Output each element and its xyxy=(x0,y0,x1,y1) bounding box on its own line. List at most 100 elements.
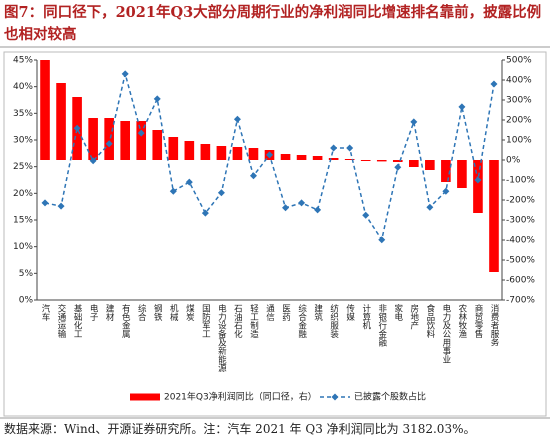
legend-swatch xyxy=(130,393,160,401)
x-tick-label: 商贸零售 xyxy=(473,303,483,339)
marker xyxy=(105,140,113,148)
x-tick-label: 电力及公用事业 xyxy=(441,303,451,363)
x-tick-label: 纺织服装 xyxy=(329,303,339,339)
x-tick-label: 通信 xyxy=(265,303,275,322)
bar xyxy=(40,60,50,160)
x-tick-label: 计算机 xyxy=(361,303,371,330)
marker xyxy=(185,178,193,186)
marker xyxy=(426,203,434,211)
x-tick-label: 建筑 xyxy=(313,303,323,322)
x-tick-label: 非银行金融 xyxy=(377,303,387,347)
marker xyxy=(73,124,81,132)
y-tick-label: 15% xyxy=(13,216,33,226)
marker xyxy=(266,151,273,159)
y2-tick-label: 300% xyxy=(506,96,532,106)
y2-tick-label: 0% xyxy=(506,156,521,166)
marker xyxy=(201,209,209,217)
marker xyxy=(346,144,354,152)
bar xyxy=(56,83,66,160)
marker xyxy=(442,187,450,195)
y2-tick-label: -100% xyxy=(506,176,535,186)
y-tick-label: 40% xyxy=(13,82,33,92)
bar xyxy=(168,137,179,160)
bar xyxy=(392,160,403,162)
x-tick-label: 传媒 xyxy=(345,303,355,322)
bar xyxy=(216,146,227,160)
bar xyxy=(328,158,339,160)
bar xyxy=(280,154,291,160)
marker xyxy=(137,129,145,137)
marker xyxy=(121,70,129,78)
bar xyxy=(473,160,483,213)
marker xyxy=(41,199,49,207)
y2-tick-label: 100% xyxy=(506,136,532,146)
marker xyxy=(282,204,290,212)
y2-tick-label: -200% xyxy=(506,196,535,206)
bar xyxy=(200,144,211,160)
marker xyxy=(298,199,306,207)
y-tick-label: 5% xyxy=(19,269,34,279)
marker xyxy=(217,189,225,197)
marker xyxy=(394,163,402,171)
bar xyxy=(104,118,114,160)
marker xyxy=(410,118,418,126)
x-tick-label: 食品饮料 xyxy=(425,303,435,339)
y-tick-label: 25% xyxy=(13,162,33,172)
bar xyxy=(136,121,147,160)
y-tick-label: 10% xyxy=(13,242,33,252)
y2-tick-label: -400% xyxy=(506,236,535,246)
marker xyxy=(458,103,466,111)
x-tick-label: 轻工制造 xyxy=(248,303,258,339)
bar xyxy=(120,121,130,160)
bar xyxy=(457,160,467,188)
legend-swatch xyxy=(331,393,339,401)
x-tick-label: 石油石化 xyxy=(232,304,242,339)
marker xyxy=(474,176,482,184)
marker xyxy=(249,172,257,180)
y2-tick-label: 500% xyxy=(506,56,532,66)
x-tick-label: 国防军工 xyxy=(200,304,210,338)
y-tick-label: 0% xyxy=(19,296,34,306)
x-tick-label: 家电 xyxy=(393,303,403,321)
x-tick-label: 综合 xyxy=(136,303,146,322)
x-tick-label: 综合金融 xyxy=(297,303,307,339)
marker xyxy=(153,95,161,103)
y2-tick-label: -600% xyxy=(506,276,535,286)
x-tick-label: 电子 xyxy=(88,303,98,321)
marker xyxy=(89,157,97,165)
x-tick-label: 消费者服务 xyxy=(489,303,499,347)
legend-label: 2021年Q3净利润同比（同口径，右） xyxy=(164,391,317,403)
x-tick-label: 交通运输 xyxy=(56,303,66,339)
bar xyxy=(296,155,307,160)
y-tick-label: 20% xyxy=(13,189,33,199)
bar xyxy=(441,160,451,182)
y2-tick-label: 200% xyxy=(506,116,532,126)
y2-tick-label: -300% xyxy=(506,216,535,226)
x-tick-label: 基础化工 xyxy=(72,303,82,338)
x-tick-label: 煤炭 xyxy=(184,303,194,322)
bar xyxy=(344,159,355,160)
x-tick-label: 电力设备及新能源 xyxy=(216,303,226,373)
bar xyxy=(489,160,499,272)
chart-title: 图7：同口径下，2021年Q3大部分周期行业的净利润同比增速排名靠前，披露比例也… xyxy=(4,4,542,43)
y-tick-label: 30% xyxy=(13,136,33,146)
marker xyxy=(314,206,322,214)
marker xyxy=(330,144,338,152)
footnote: 数据来源：Wind、开源证券研究所。注：汽车 2021 年 Q3 净利润同比为 … xyxy=(4,422,476,436)
bar xyxy=(312,156,323,160)
bar xyxy=(360,160,371,161)
x-tick-label: 房地产 xyxy=(409,303,419,330)
bar xyxy=(184,141,195,160)
y-tick-label: 35% xyxy=(13,109,33,119)
bar xyxy=(425,160,435,170)
bar xyxy=(232,147,243,160)
y2-tick-label: 400% xyxy=(506,76,532,86)
bar xyxy=(248,148,259,160)
bar xyxy=(409,160,419,167)
x-tick-label: 农林牧渔 xyxy=(457,303,467,338)
bar xyxy=(88,118,98,160)
marker xyxy=(378,236,386,244)
bar xyxy=(152,130,163,160)
